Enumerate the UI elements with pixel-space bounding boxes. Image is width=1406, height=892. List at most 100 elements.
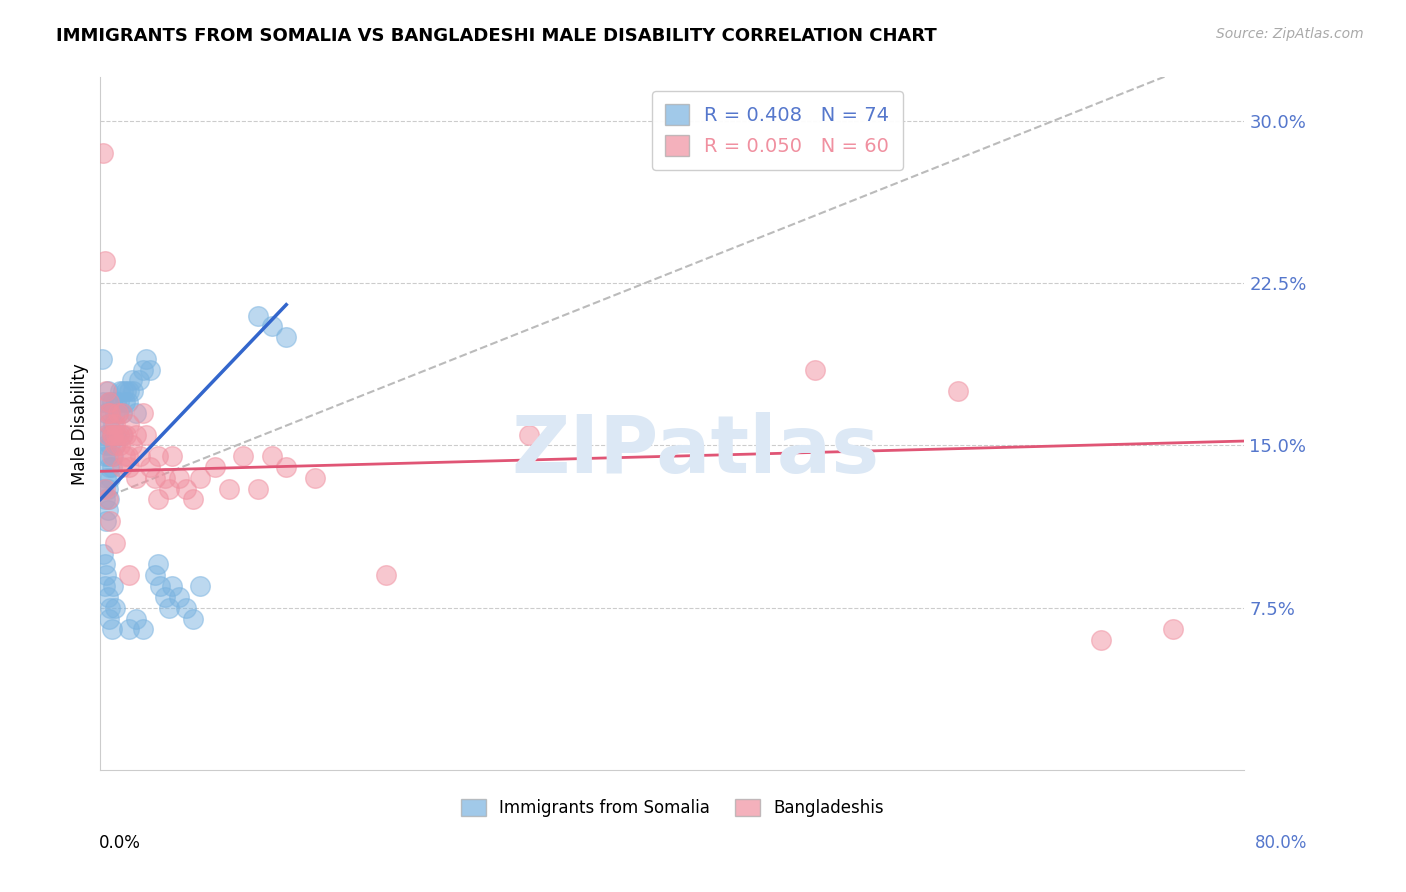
Point [125,427,148,442]
Point [105,427,128,442]
Point [246,309,269,323]
Point [91,146,114,161]
Point [181,492,204,507]
Point [114,449,136,463]
Point [103,417,125,431]
Point [114,395,136,409]
Point [96,427,118,442]
Point [105,395,128,409]
Point [96,482,118,496]
Point [111,460,134,475]
Point [94,438,117,452]
Point [101,395,124,409]
Point [94,514,117,528]
Point [118,623,141,637]
Point [276,330,298,344]
Point [157,482,180,496]
Point [246,482,269,496]
Point [167,590,190,604]
Point [98,514,121,528]
Point [101,623,124,637]
Point [1161,623,1184,637]
Text: IMMIGRANTS FROM SOMALIA VS BANGLADESHI MALE DISABILITY CORRELATION CHART: IMMIGRANTS FROM SOMALIA VS BANGLADESHI M… [56,27,936,45]
Point [121,373,143,387]
Point [260,449,283,463]
Point [104,406,127,420]
Point [97,417,120,431]
Point [96,590,118,604]
Point [93,558,115,572]
Point [204,460,226,475]
Point [111,406,134,420]
Point [97,427,120,442]
Point [139,362,162,376]
Point [129,449,152,463]
Point [94,471,117,485]
Point [135,427,157,442]
Point [125,406,148,420]
Point [118,384,141,399]
Point [98,438,121,452]
Point [174,600,197,615]
Point [804,362,827,376]
Point [90,351,112,366]
Point [108,395,131,409]
Point [93,427,115,442]
Point [304,471,326,485]
Point [143,568,166,582]
Point [115,384,138,399]
Point [110,384,132,399]
Point [190,471,212,485]
Point [104,438,127,452]
Point [93,449,115,463]
Point [94,384,117,399]
Point [97,395,120,409]
Point [94,568,117,582]
Point [153,590,176,604]
Point [96,449,118,463]
Point [146,449,169,463]
Text: Source: ZipAtlas.com: Source: ZipAtlas.com [1216,27,1364,41]
Point [132,406,155,420]
Point [118,417,141,431]
Point [96,492,118,507]
Point [93,482,115,496]
Point [948,384,970,399]
Point [132,623,155,637]
Point [111,406,134,420]
Point [103,427,125,442]
Point [132,362,155,376]
Legend: Immigrants from Somalia, Bangladeshis: Immigrants from Somalia, Bangladeshis [454,792,890,824]
Point [160,449,183,463]
Point [101,460,124,475]
Point [104,535,127,549]
Point [135,351,157,366]
Point [96,406,118,420]
Point [153,471,176,485]
Point [107,406,129,420]
Point [104,417,127,431]
Point [118,568,141,582]
Point [111,427,134,442]
Point [98,600,121,615]
Point [101,449,124,463]
Point [121,438,143,452]
Point [181,611,204,625]
Point [93,254,115,268]
Point [98,471,121,485]
Point [174,482,197,496]
Text: ZIPatlas: ZIPatlas [512,412,879,491]
Point [97,611,120,625]
Point [118,460,141,475]
Y-axis label: Male Disability: Male Disability [72,363,89,484]
Point [117,449,139,463]
Point [128,373,150,387]
Point [104,600,127,615]
Point [93,492,115,507]
Point [97,460,120,475]
Point [112,384,135,399]
Point [97,492,120,507]
Point [519,427,541,442]
Point [103,579,125,593]
Text: 80.0%: 80.0% [1256,834,1308,852]
